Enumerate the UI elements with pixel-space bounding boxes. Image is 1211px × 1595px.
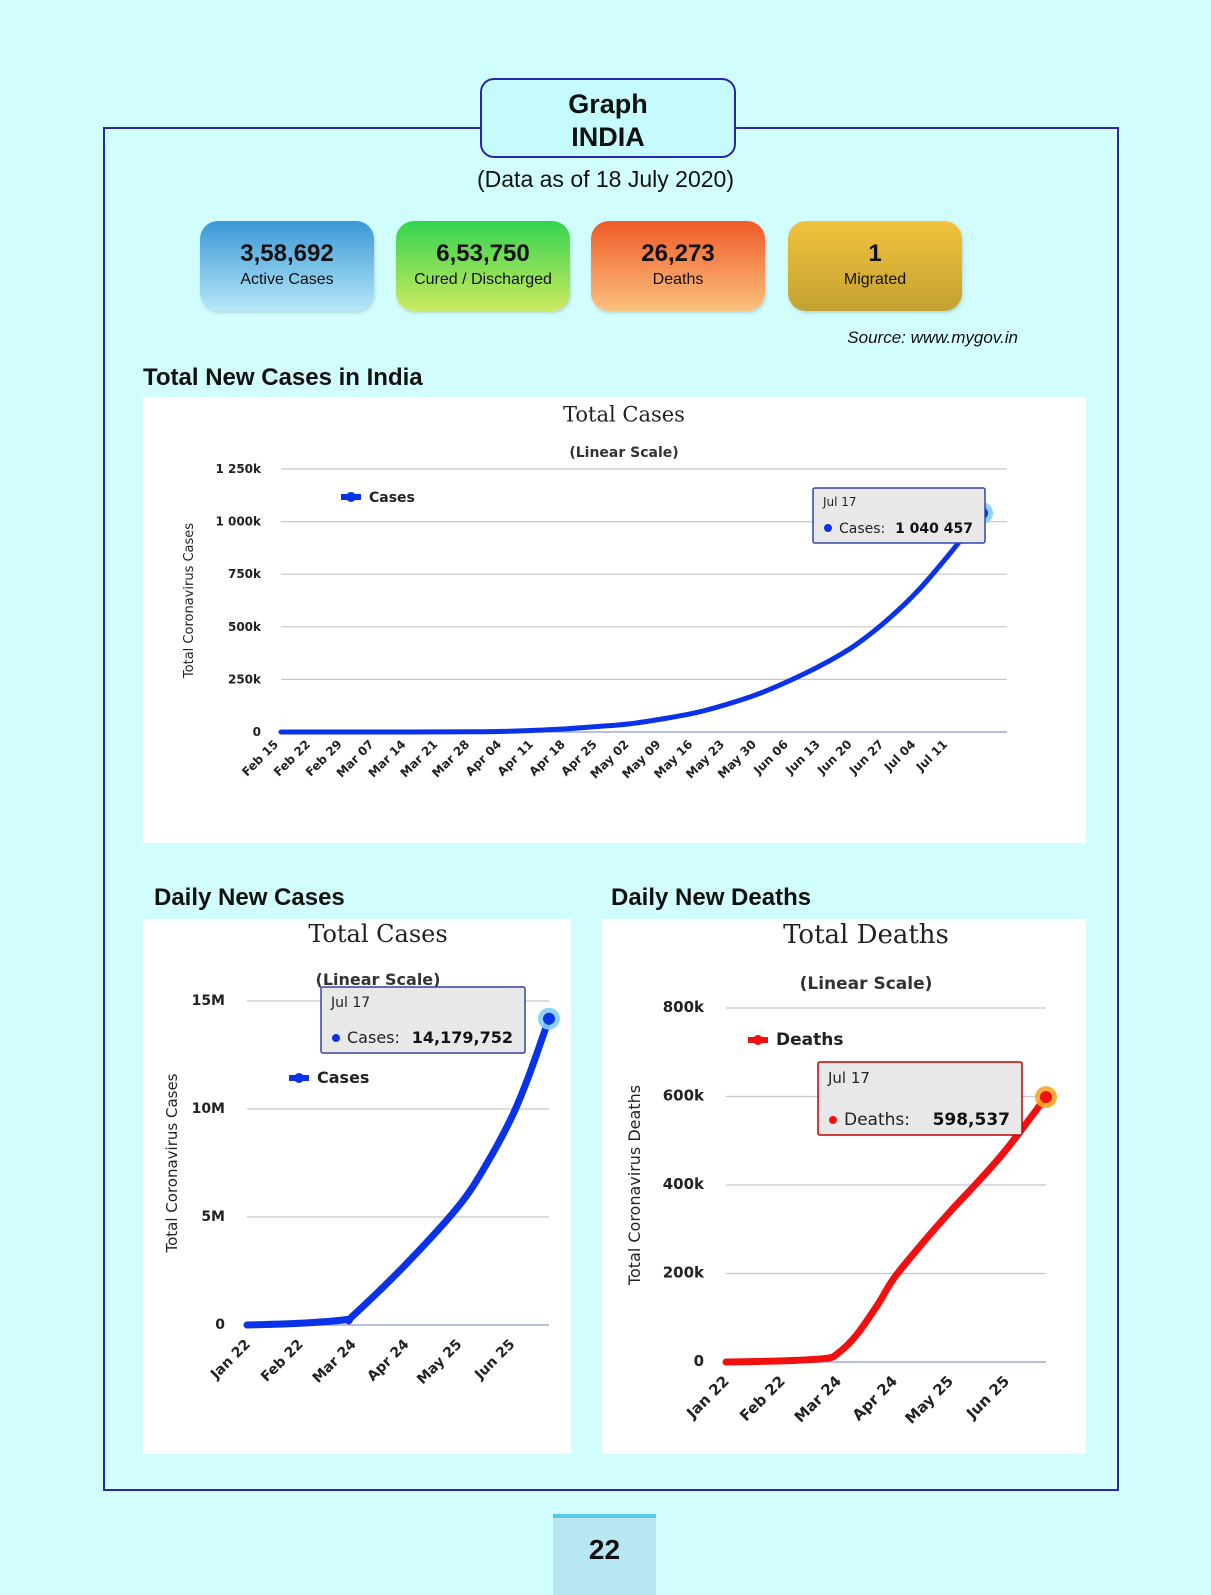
chart-subtitle: (Linear Scale) [569, 445, 678, 461]
page-number: 22 [553, 1514, 656, 1595]
tooltip-box [812, 487, 986, 544]
source-note: Source: www.mygov.in [847, 328, 1018, 347]
header-country: INDIA [571, 122, 645, 152]
stat-value: 6,53,750 [436, 240, 530, 267]
stat-card-migrated: 1 Migrated [788, 221, 962, 311]
series-line-deaths [722, 1093, 1050, 1366]
chart-panel-daily-deaths: Total Deaths (Linear Scale) 0 200k 400k 600k 8… [602, 919, 1086, 1454]
y-axis-label: Total Coronavirus Cases [163, 1073, 181, 1253]
stat-label: Cured / Discharged [414, 271, 552, 288]
data-date-subtitle: (Data as of 18 July 2020) [477, 166, 734, 192]
x-tick-label: May 25 [414, 1337, 465, 1388]
tooltip-box [817, 1061, 1023, 1136]
page-header: Graph INDIA [480, 78, 736, 158]
x-tick-label: Jun 25 [962, 1372, 1013, 1423]
stat-label: Deaths [652, 271, 704, 288]
legend-marker [294, 1073, 304, 1083]
tooltip-date: Jul 17 [330, 995, 370, 1011]
x-tick-label: Jun 27 [846, 737, 887, 778]
chart-title: Total Cases [308, 920, 447, 948]
y-tick-label: 200k [663, 1264, 705, 1282]
stat-value: 26,273 [641, 240, 715, 267]
tooltip-label: Deaths: [844, 1110, 910, 1130]
chart-panel-daily-cases: Total Cases (Linear Scale) 0 5M 10M 15M Total … [143, 919, 571, 1454]
x-tick-label: Jun 13 [782, 737, 823, 778]
chart-subtitle: (Linear Scale) [316, 970, 441, 989]
y-tick-label: 500k [228, 620, 262, 634]
series-line-cases [278, 510, 985, 735]
section-title-total-new-cases: Total New Cases in India [143, 364, 423, 391]
tooltip-date: Jul 17 [827, 1069, 870, 1087]
x-tick-label: Jan 22 [207, 1337, 254, 1384]
x-tick-label: Jul 11 [913, 737, 950, 774]
stat-value: 1 [868, 240, 882, 267]
last-point-marker [543, 1012, 555, 1025]
y-tick-label: 0 [253, 725, 261, 739]
y-tick-label: 800k [663, 998, 705, 1016]
tooltip-label: Cases: [839, 521, 885, 537]
legend-label: Cases [317, 1068, 369, 1087]
total-cases-line-chart: Total Cases (Linear Scale) 0 250k 500k 750k 1 … [182, 402, 1007, 781]
y-tick-label: 250k [228, 672, 262, 686]
y-tick-label: 5M [201, 1209, 225, 1225]
chart-title: Total Cases [563, 402, 685, 426]
tooltip-marker [829, 1116, 837, 1124]
stat-value: 3,58,692 [240, 240, 334, 267]
x-tick-label: Jun 25 [471, 1337, 518, 1384]
y-tick-label: 750k [228, 567, 262, 581]
tooltip-box [320, 986, 526, 1054]
y-tick-label: 1 250k [215, 462, 262, 476]
tooltip-label: Cases: [347, 1028, 400, 1047]
stat-card-deaths: 26,273 Deaths [591, 221, 765, 311]
tooltip-value: 598,537 [933, 1110, 1010, 1130]
y-tick-label: 600k [663, 1087, 705, 1105]
stat-label: Migrated [843, 271, 907, 288]
x-tick-label: May 25 [902, 1372, 957, 1427]
x-tick-label: Feb 22 [258, 1337, 307, 1386]
y-tick-label: 400k [663, 1175, 705, 1193]
last-point-marker [1040, 1091, 1052, 1104]
y-axis-label: Total Coronavirus Deaths [625, 1085, 644, 1286]
tooltip-marker [332, 1034, 340, 1042]
x-tick-label: Jul 04 [881, 737, 918, 774]
tooltip-marker [824, 524, 832, 532]
legend-label: Cases [369, 490, 415, 506]
x-tick-label: Feb 22 [736, 1372, 789, 1425]
section-title-daily-new-deaths: Daily New Deaths [611, 884, 812, 911]
chart-panel-total-cases: Total Cases (Linear Scale) 0 250k 500k 750k 1 … [143, 397, 1086, 843]
chart-subtitle: (Linear Scale) [800, 974, 933, 994]
y-tick-label: 10M [192, 1101, 225, 1117]
x-tick-label: Apr 24 [849, 1372, 901, 1424]
daily-deaths-line-chart: Total Deaths (Linear Scale) 0 200k 400k 600k 8… [625, 920, 1057, 1428]
legend-marker [346, 492, 356, 502]
x-tick-label: Mar 24 [791, 1372, 845, 1426]
y-tick-label: 1 000k [215, 515, 262, 529]
x-tick-label: Jun 20 [814, 737, 855, 778]
stat-card-active: 3,58,692 Active Cases [200, 221, 374, 311]
x-tick-label: Mar 24 [310, 1336, 360, 1386]
x-tick-label: Apr 24 [364, 1336, 412, 1384]
tooltip-date: Jul 17 [822, 495, 857, 509]
legend-marker [753, 1035, 763, 1045]
y-axis-label: Total Coronavirus Cases [182, 523, 197, 679]
legend-label: Deaths [776, 1030, 843, 1050]
tooltip-value: 1 040 457 [895, 521, 973, 537]
header-title: Graph [568, 89, 648, 119]
y-tick-label: 15M [192, 993, 225, 1009]
stat-label: Active Cases [240, 271, 334, 288]
stat-card-cured: 6,53,750 Cured / Discharged [396, 221, 570, 311]
y-tick-label: 0 [215, 1317, 225, 1333]
daily-cases-line-chart: Total Cases (Linear Scale) 0 5M 10M 15M Total … [163, 920, 560, 1388]
series-line-cases [243, 1015, 553, 1329]
chart-title: Total Deaths [783, 920, 949, 950]
section-title-daily-new-cases: Daily New Cases [154, 884, 345, 911]
y-tick-label: 0 [694, 1352, 704, 1370]
tooltip-value: 14,179,752 [412, 1028, 513, 1047]
x-tick-label: Jan 22 [682, 1372, 733, 1423]
x-tick-label: Jun 06 [750, 737, 791, 778]
